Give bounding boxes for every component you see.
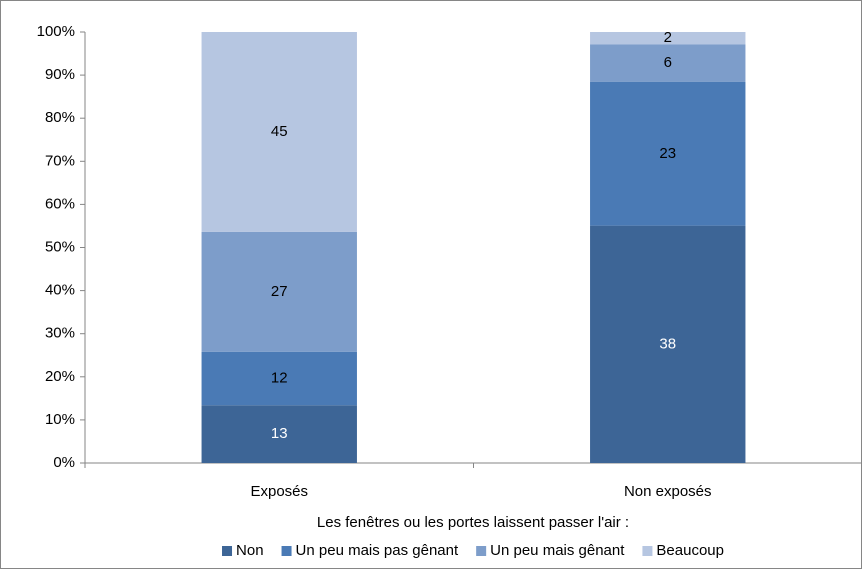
y-tick-label: 100% [37, 23, 75, 40]
y-tick-label: 30% [45, 325, 75, 342]
legend-label: Un peu mais pas gênant [296, 542, 459, 559]
bar-segment [201, 32, 357, 232]
bar-segment [201, 405, 357, 463]
data-label: 23 [659, 145, 676, 162]
y-tick-label: 0% [53, 454, 75, 471]
x-tick-label: Exposés [250, 483, 308, 500]
y-tick-label: 50% [45, 238, 75, 255]
bar-segment [201, 351, 357, 406]
y-tick-label: 40% [45, 282, 75, 299]
bar-segment [590, 44, 746, 82]
bar-segment [201, 231, 357, 352]
data-label: 38 [659, 335, 676, 352]
legend-label: Beaucoup [656, 542, 724, 559]
legend-label: Un peu mais gênant [490, 542, 625, 559]
data-label: 27 [271, 283, 288, 300]
data-label: 6 [664, 54, 672, 71]
y-tick-label: 10% [45, 411, 75, 428]
y-tick-label: 90% [45, 66, 75, 83]
legend-swatch [222, 546, 233, 556]
legend-swatch [642, 546, 653, 556]
legend-swatch [476, 546, 487, 556]
y-tick-label: 20% [45, 368, 75, 385]
y-tick-label: 80% [45, 109, 75, 126]
y-tick-label: 70% [45, 152, 75, 169]
bar-segment [590, 225, 746, 463]
x-tick-label: Non exposés [624, 483, 712, 500]
bar-segment [590, 32, 746, 45]
bar-segment [590, 81, 746, 226]
x-axis-title: Les fenêtres ou les portes laissent pass… [317, 514, 629, 531]
legend-swatch [281, 546, 292, 556]
data-label: 2 [664, 29, 672, 46]
data-label: 45 [271, 123, 288, 140]
y-tick-label: 60% [45, 195, 75, 212]
data-label: 12 [271, 370, 288, 387]
legend-label: Non [236, 542, 264, 559]
data-label: 13 [271, 425, 288, 442]
